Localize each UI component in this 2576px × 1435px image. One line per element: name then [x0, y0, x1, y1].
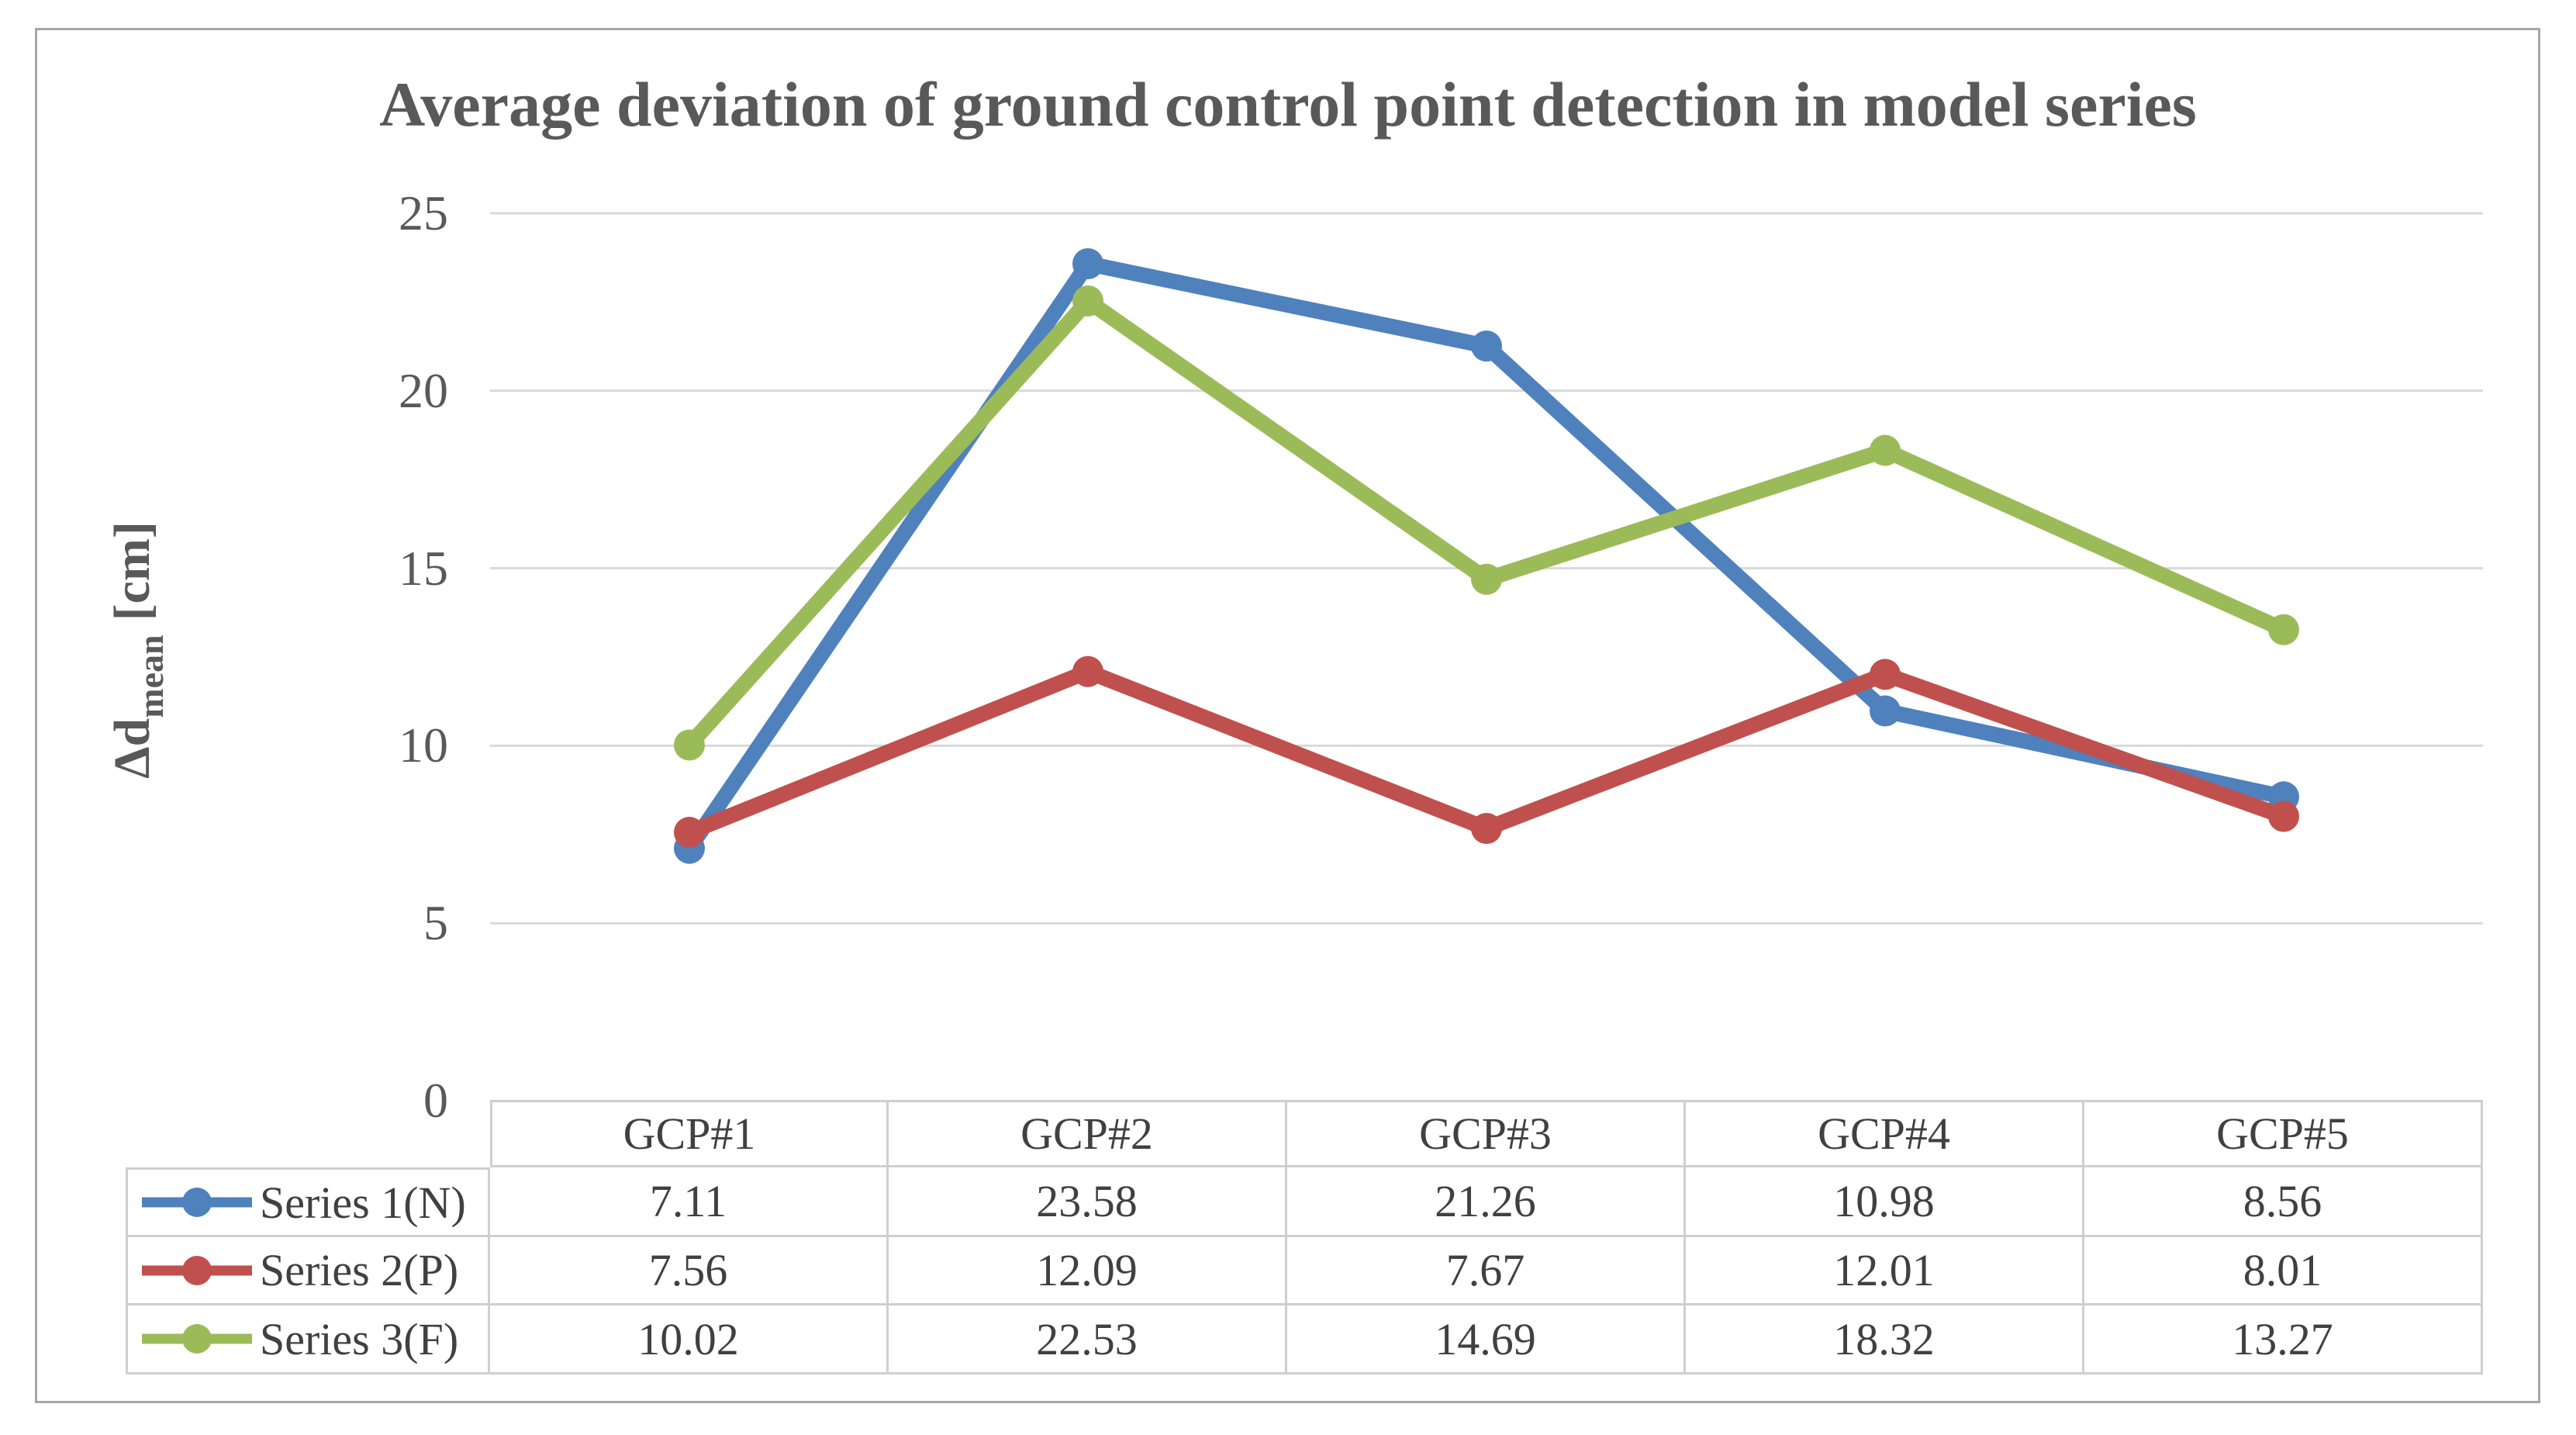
legend-cell-series-1: Series 1(N) [126, 1167, 490, 1237]
legend-key-icon-series-2 [142, 1255, 252, 1285]
table-cell-series-2-GCP#1: 7.56 [490, 1237, 889, 1305]
data-table: GCP#1 GCP#2 GCP#3 GCP#4 GCP#5 Series 1(N) 7.11… [126, 1100, 2483, 1374]
y-axis-title-main: Δd [104, 718, 161, 779]
series-1-marker-GCP#4 [1870, 695, 1901, 727]
series-2-marker-GCP#2 [1072, 655, 1103, 687]
legend-key-icon-series-3 [142, 1324, 252, 1354]
y-axis-title-subscript: mean [131, 635, 171, 718]
series-line-3 [682, 293, 2291, 753]
series-1-marker-GCP#2 [1072, 247, 1103, 279]
y-tick-label-15: 15 [399, 540, 448, 596]
series-3-marker-GCP#4 [1870, 434, 1901, 466]
y-axis-title-unit: [cm] [104, 521, 161, 621]
table-cell-series-1-GCP#4: 10.98 [1686, 1167, 2084, 1237]
legend-label-series-2: Series 2(P) [260, 1245, 459, 1295]
series-3-marker-GCP#3 [1471, 563, 1502, 595]
table-corner-cell [126, 1100, 490, 1167]
table-cell-series-3-GCP#1: 10.02 [490, 1305, 889, 1374]
series-1-marker-GCP#3 [1471, 330, 1502, 362]
table-cell-series-2-GCP#5: 8.01 [2084, 1237, 2483, 1305]
legend-label-series-3: Series 3(F) [260, 1313, 459, 1364]
chart-title: Average deviation of ground control poin… [379, 69, 2197, 140]
table-cell-series-2-GCP#4: 12.01 [1686, 1237, 2084, 1305]
series-3-marker-GCP#2 [1072, 285, 1103, 317]
column-header-GCP#5: GCP#5 [2084, 1100, 2483, 1167]
table-cell-series-1-GCP#1: 7.11 [490, 1167, 889, 1237]
y-axis-title: Δdmean [cm] [103, 521, 171, 779]
table-cell-series-2-GCP#2: 12.09 [889, 1237, 1287, 1305]
legend-cell-series-2: Series 2(P) [126, 1237, 490, 1305]
table-cell-series-1-GCP#5: 8.56 [2084, 1167, 2483, 1237]
column-header-GCP#4: GCP#4 [1686, 1100, 2084, 1167]
series-3-marker-GCP#5 [2268, 614, 2299, 645]
column-header-GCP#2: GCP#2 [889, 1100, 1287, 1167]
table-cell-series-3-GCP#5: 13.27 [2084, 1305, 2483, 1374]
y-tick-label-10: 10 [399, 718, 448, 773]
table-cell-series-3-GCP#2: 22.53 [889, 1305, 1287, 1374]
column-header-GCP#1: GCP#1 [490, 1100, 889, 1167]
series-2-marker-GCP#1 [674, 817, 705, 849]
series-2-marker-GCP#4 [1870, 659, 1901, 690]
legend-key-icon-series-1 [142, 1188, 252, 1217]
y-tick-label-0: 0 [423, 1073, 448, 1128]
table-cell-series-1-GCP#3: 21.26 [1287, 1167, 1686, 1237]
table-cell-series-3-GCP#4: 18.32 [1686, 1305, 2084, 1374]
table-cell-series-1-GCP#2: 23.58 [889, 1167, 1287, 1237]
y-tick-label-5: 5 [423, 895, 448, 951]
series-2-marker-GCP#3 [1471, 813, 1502, 845]
legend-cell-series-3: Series 3(F) [126, 1305, 490, 1374]
y-tick-label-25: 25 [399, 185, 448, 240]
y-tick-label-20: 20 [399, 362, 448, 418]
series-3-marker-GCP#1 [674, 729, 705, 761]
legend-label-series-1: Series 1(N) [260, 1177, 466, 1228]
table-cell-series-2-GCP#3: 7.67 [1287, 1237, 1686, 1305]
series-2-marker-GCP#5 [2268, 800, 2299, 832]
table-cell-series-3-GCP#3: 14.69 [1287, 1305, 1686, 1374]
column-header-GCP#3: GCP#3 [1287, 1100, 1686, 1167]
